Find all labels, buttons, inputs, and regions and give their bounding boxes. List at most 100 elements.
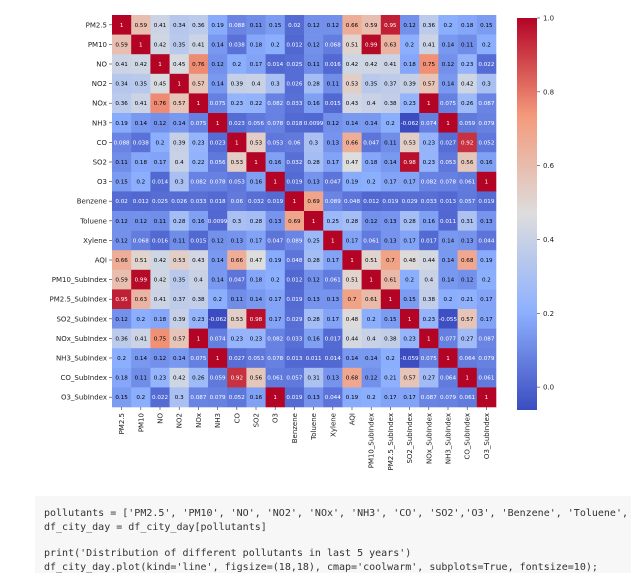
heatmap-cell [419, 211, 439, 231]
cell-annotation: 0.53 [250, 140, 263, 146]
cell-annotation: 0.17 [269, 317, 282, 323]
cell-annotation: 0.2 [136, 317, 145, 323]
cell-annotation: 0.2 [136, 395, 145, 401]
cell-annotation: 0.2 [213, 297, 222, 303]
heatmap-cell [131, 15, 151, 35]
heatmap-cell [227, 152, 247, 173]
cell-annotation: 0.12 [154, 356, 166, 362]
cell-annotation: 0.2 [444, 23, 453, 29]
cell-annotation: 0.41 [154, 23, 167, 29]
heatmap-cell [323, 269, 343, 290]
heatmap-cell [457, 34, 478, 55]
cell-annotation: 0.14 [346, 356, 359, 362]
heatmap-cell [131, 171, 151, 192]
heatmap-cell [188, 367, 209, 388]
cell-annotation: 0.2 [156, 140, 165, 146]
cell-annotation: 0.57 [192, 82, 205, 88]
heatmap-cell [246, 289, 266, 310]
heatmap-cell [476, 211, 497, 231]
heatmap-cell [419, 15, 439, 35]
cell-annotation: 0.41 [192, 42, 205, 48]
cell-annotation: 0.13 [231, 238, 244, 244]
heatmap-cell [419, 171, 439, 192]
heatmap-cell [438, 289, 458, 310]
heatmap-cell [419, 328, 439, 349]
cell-annotation: 0.026 [286, 82, 302, 88]
heatmap-cell [284, 34, 305, 55]
cell-annotation: 0.074 [210, 336, 226, 342]
heatmap-cell [361, 93, 382, 114]
heatmap-cell [380, 289, 401, 310]
x-tick-label: NO [157, 413, 165, 424]
cell-annotation: 0.92 [461, 140, 473, 146]
heatmap-cell [304, 113, 324, 133]
cell-annotation: 0.16 [307, 101, 320, 107]
heatmap-cell [361, 132, 382, 153]
heatmap-cell [361, 289, 382, 310]
heatmap-cell [265, 132, 286, 153]
cell-annotation: 0.13 [307, 180, 320, 186]
heatmap-cell [400, 348, 420, 369]
cell-annotation: 0.15 [269, 23, 282, 29]
heatmap-cell [246, 54, 266, 75]
heatmap-cell [304, 367, 324, 388]
cell-annotation: 0.17 [154, 160, 167, 166]
heatmap-cell [323, 387, 343, 408]
heatmap-cell [112, 387, 132, 408]
cell-annotation: 0.23 [423, 140, 436, 146]
cell-annotation: 0.38 [423, 297, 436, 303]
y-tick-label: NO2 [92, 80, 107, 88]
heatmap-cell [342, 15, 362, 35]
cell-annotation: 0.18 [250, 278, 263, 284]
cell-annotation: 0.059 [210, 376, 226, 382]
cell-annotation: 0.023 [210, 140, 226, 146]
heatmap-cell [284, 250, 305, 271]
cell-annotation: 0.26 [461, 101, 474, 107]
cell-annotation: 0.68 [461, 258, 474, 264]
cell-annotation: 1 [197, 101, 201, 107]
heatmap-cell [227, 309, 247, 329]
cell-annotation: 0.44 [346, 336, 359, 342]
heatmap-cell [457, 73, 478, 94]
heatmap-cell [246, 367, 266, 388]
cell-annotation: 0.38 [384, 336, 397, 342]
cell-annotation: 0.98 [403, 160, 416, 166]
heatmap-cell [188, 387, 209, 408]
heatmap-cell [304, 348, 324, 369]
heatmap-cell [112, 191, 132, 212]
cell-annotation: 0.42 [154, 42, 166, 48]
cell-annotation: 0.027 [440, 140, 456, 146]
heatmap-cell [476, 289, 497, 310]
cell-annotation: 0.12 [365, 376, 377, 382]
cell-annotation: 0.082 [267, 336, 283, 342]
heatmap-cell [476, 387, 497, 408]
heatmap-cell [246, 387, 266, 408]
cell-annotation: 0.47 [250, 258, 263, 264]
heatmap-cell [265, 211, 286, 231]
y-tick-label: Toluene [79, 217, 107, 225]
heatmap-cell [438, 152, 458, 173]
colorbar-tick-label: 0.8 [543, 88, 554, 96]
cell-annotation: 0.089 [325, 199, 341, 205]
heatmap-cell [169, 73, 190, 94]
heatmap-cell [476, 269, 497, 290]
cell-annotation: 0.23 [250, 336, 263, 342]
cell-annotation: 0.42 [173, 376, 185, 382]
heatmap-cell [284, 211, 305, 231]
cell-annotation: 0.42 [135, 62, 147, 68]
heatmap-cell [131, 230, 151, 251]
heatmap-cell [323, 289, 343, 310]
heatmap-cell [208, 171, 228, 192]
cell-annotation: 0.41 [384, 62, 397, 68]
heatmap-cell [169, 309, 190, 329]
cell-annotation: 0.48 [346, 317, 359, 323]
cell-annotation: 0.12 [115, 219, 127, 225]
heatmap-cell [265, 34, 286, 55]
cell-annotation: 0.18 [365, 160, 378, 166]
cell-annotation: 0.47 [346, 160, 359, 166]
cell-annotation: 0.17 [250, 62, 263, 68]
cell-annotation: 0.013 [286, 356, 302, 362]
cell-annotation: 0.35 [173, 42, 186, 48]
cell-annotation: 0.022 [152, 395, 168, 401]
cell-annotation: 0.087 [478, 336, 494, 342]
